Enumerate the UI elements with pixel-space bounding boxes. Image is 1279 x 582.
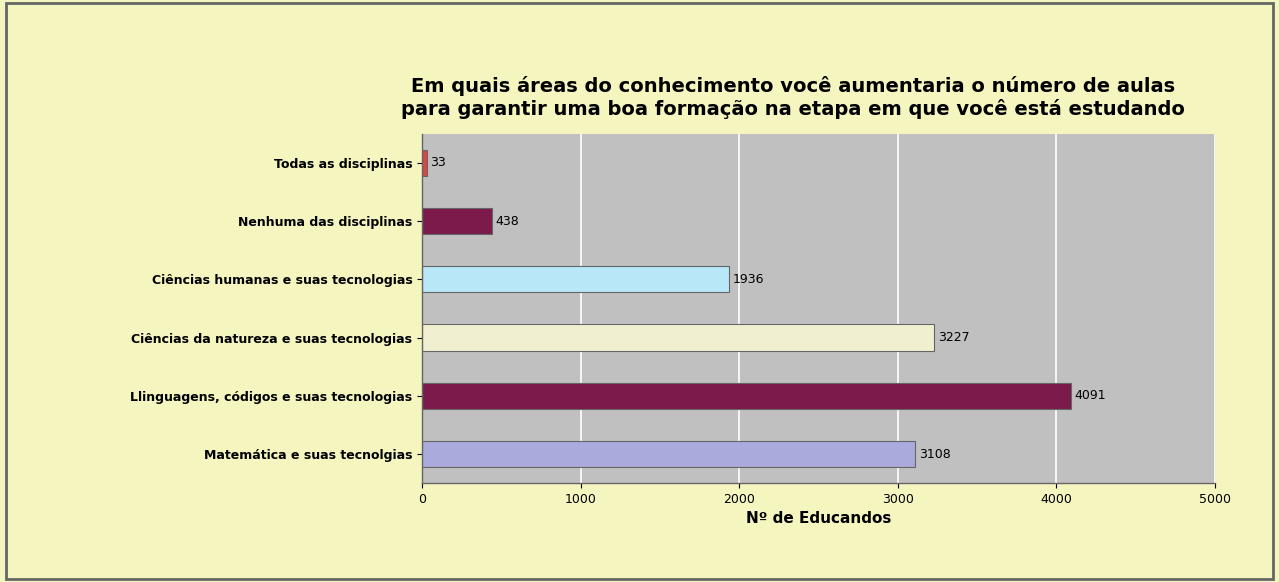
Bar — [422, 150, 427, 176]
Bar — [422, 325, 934, 351]
Text: Em quais áreas do conhecimento você aumentaria o número de aulas
para garantir u: Em quais áreas do conhecimento você aume… — [402, 76, 1184, 119]
Bar — [422, 208, 491, 234]
Text: 3227: 3227 — [938, 331, 969, 344]
Bar — [422, 266, 729, 292]
Text: 1936: 1936 — [733, 273, 765, 286]
Text: 33: 33 — [430, 157, 445, 169]
Bar — [422, 383, 1071, 409]
X-axis label: Nº de Educandos: Nº de Educandos — [746, 512, 891, 526]
Text: 438: 438 — [495, 215, 519, 228]
Text: 4091: 4091 — [1074, 389, 1106, 402]
Text: 3108: 3108 — [918, 448, 950, 460]
Bar — [422, 441, 914, 467]
